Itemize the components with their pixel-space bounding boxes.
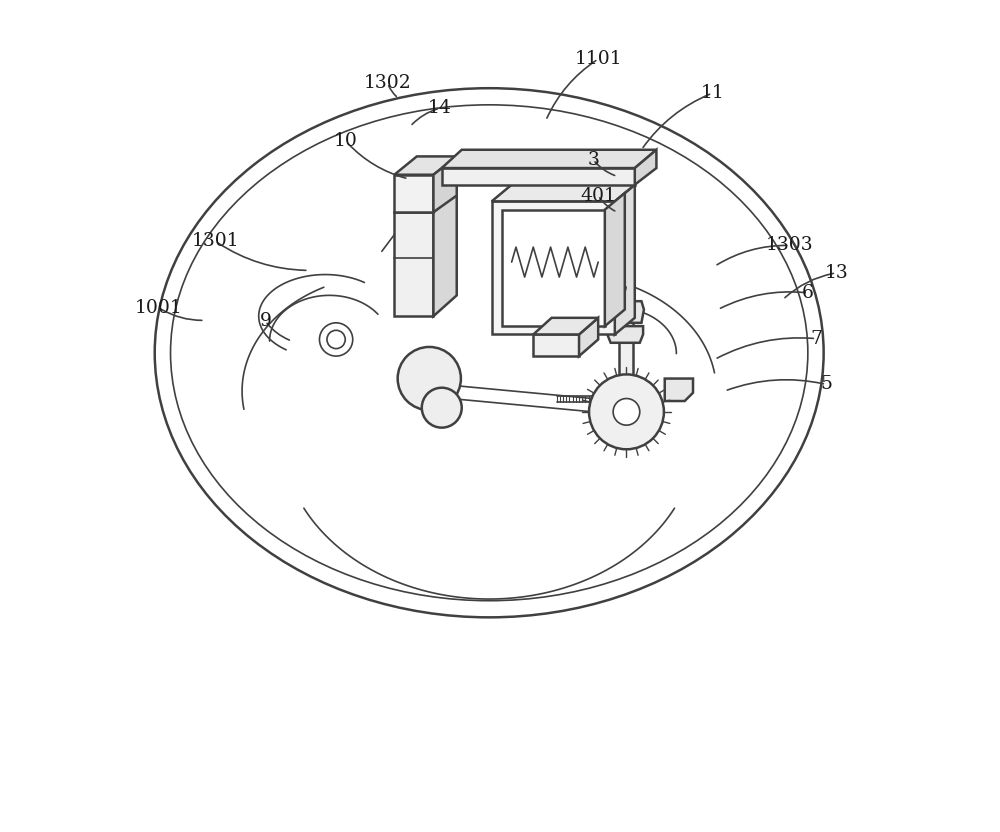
- Polygon shape: [394, 212, 433, 316]
- Polygon shape: [615, 185, 635, 334]
- Polygon shape: [607, 326, 643, 343]
- Polygon shape: [492, 185, 635, 201]
- Text: 1301: 1301: [192, 232, 239, 250]
- Text: 11: 11: [700, 84, 724, 102]
- Circle shape: [589, 374, 664, 449]
- Text: 14: 14: [428, 99, 452, 117]
- Polygon shape: [502, 210, 605, 326]
- Circle shape: [422, 388, 462, 428]
- Text: 5: 5: [820, 375, 832, 394]
- Text: 1001: 1001: [135, 299, 183, 317]
- Polygon shape: [605, 193, 625, 326]
- Text: 401: 401: [580, 186, 616, 205]
- Polygon shape: [533, 334, 579, 356]
- Text: 1101: 1101: [574, 50, 622, 68]
- Polygon shape: [433, 156, 457, 212]
- Polygon shape: [635, 150, 656, 185]
- Polygon shape: [433, 191, 457, 316]
- Polygon shape: [665, 379, 693, 401]
- Circle shape: [613, 399, 640, 425]
- Polygon shape: [394, 191, 457, 212]
- Text: 13: 13: [824, 264, 848, 282]
- Polygon shape: [442, 168, 635, 185]
- Text: 9: 9: [259, 312, 271, 330]
- Ellipse shape: [155, 88, 824, 617]
- Polygon shape: [579, 318, 598, 356]
- Text: 7: 7: [810, 329, 822, 348]
- Polygon shape: [398, 190, 415, 213]
- Text: 6: 6: [802, 284, 814, 302]
- Text: 1302: 1302: [364, 74, 412, 92]
- Polygon shape: [442, 150, 656, 168]
- Circle shape: [398, 347, 461, 410]
- Text: 10: 10: [334, 132, 358, 151]
- Polygon shape: [394, 175, 433, 212]
- Text: 1303: 1303: [766, 236, 813, 255]
- Polygon shape: [492, 201, 615, 334]
- Text: 3: 3: [587, 151, 599, 169]
- Polygon shape: [606, 301, 644, 323]
- Polygon shape: [619, 320, 633, 418]
- Polygon shape: [613, 287, 631, 300]
- Polygon shape: [533, 318, 598, 334]
- Polygon shape: [394, 156, 457, 175]
